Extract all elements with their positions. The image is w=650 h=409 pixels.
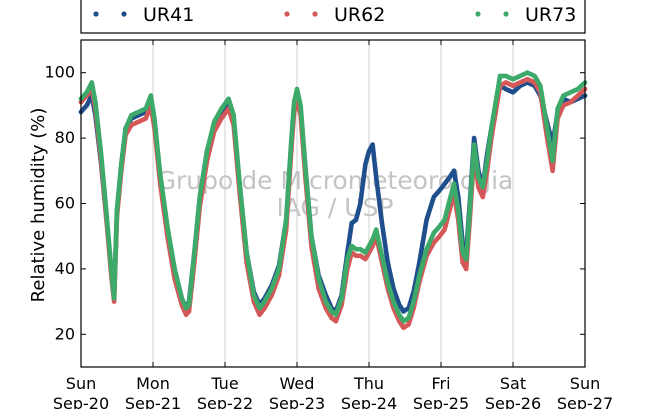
series-ur73 [78,70,588,324]
x-tick-label-day: Mon [136,374,170,393]
legend: UR41 UR62 UR73 [80,0,586,34]
legend-frame [80,0,586,34]
x-tick-label-date: Sep-26 [485,394,541,409]
legend-marker-ur73 [475,11,481,17]
x-tick-label-day: Thu [353,374,384,393]
y-tick-label: 100 [44,63,75,82]
legend-marker-ur62 [284,11,290,17]
x-tick-label-date: Sep-27 [557,394,613,409]
y-axis: 20 40 60 80 100 [44,63,585,343]
x-tick-label-date: Sep-22 [197,394,253,409]
data-points [78,70,588,331]
x-tick-label-day: Sun [66,374,96,393]
legend-label-ur41: UR41 [143,4,194,26]
x-tick-label-date: Sep-24 [341,394,397,409]
legend-entry-ur62: UR62 [284,4,385,26]
x-tick-label-day: Sun [570,374,600,393]
y-tick-label: 60 [55,194,75,213]
x-tick-label-date: Sep-20 [53,394,109,409]
x-tick-label-date: Sep-21 [125,394,181,409]
x-axis: SunSep-20MonSep-21TueSep-22WedSep-23ThuS… [53,40,613,409]
y-tick-label: 20 [55,324,75,343]
x-tick-label-day: Wed [280,374,315,393]
legend-marker-ur41 [93,11,99,17]
y-axis-label: Relative humidity (%) [28,108,49,303]
watermark-line-1: Grupo de Micrometeorologia [157,166,514,195]
legend-marker-ur41-2 [121,11,127,17]
x-tick-label-date: Sep-23 [269,394,325,409]
legend-label-ur62: UR62 [334,4,385,26]
legend-marker-ur62-2 [312,11,318,17]
legend-entry-ur41: UR41 [93,4,194,26]
x-tick-label-day: Sat [500,374,526,393]
legend-entry-ur73: UR73 [475,4,576,26]
x-tick-label-date: Sep-25 [413,394,469,409]
x-tick-label-day: Tue [210,374,238,393]
x-tick-label-day: Fri [431,374,450,393]
y-tick-label: 40 [55,259,75,278]
y-tick-label: 80 [55,128,75,147]
legend-marker-ur73-2 [503,11,509,17]
watermark-line-2: IAG / USP [277,193,394,222]
legend-label-ur73: UR73 [525,4,576,26]
